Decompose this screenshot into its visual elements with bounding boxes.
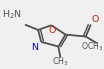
Text: O: O bbox=[49, 26, 56, 35]
Text: H$_2$N: H$_2$N bbox=[2, 8, 22, 21]
Text: CH$_3$: CH$_3$ bbox=[52, 56, 69, 68]
Text: O: O bbox=[91, 15, 99, 24]
Text: OCH$_3$: OCH$_3$ bbox=[80, 40, 103, 53]
Text: N: N bbox=[32, 43, 39, 52]
